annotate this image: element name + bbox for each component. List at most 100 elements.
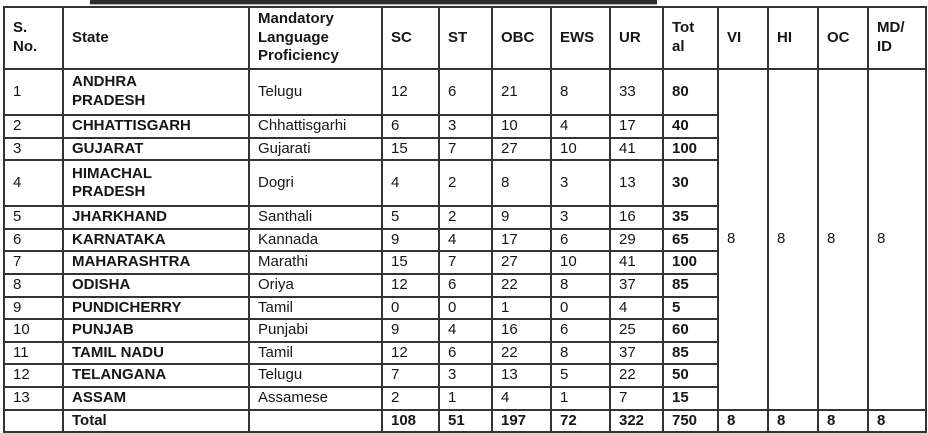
cell-ur: 33 xyxy=(609,68,664,116)
cell-language: Dogri xyxy=(248,159,383,208)
cell-language-empty xyxy=(248,408,383,433)
cell-ews: 6 xyxy=(550,227,611,253)
cell-sc: 15 xyxy=(381,250,440,275)
cell-obc: 27 xyxy=(491,250,552,275)
cell-ews: 3 xyxy=(550,159,611,208)
cell-state: PUNDICHERRY xyxy=(62,295,250,321)
cell-ews: 8 xyxy=(550,68,611,116)
cell-sno: 8 xyxy=(3,272,64,298)
cell-st: 6 xyxy=(438,340,493,366)
cell-st: 6 xyxy=(438,68,493,116)
cell-total: 85 xyxy=(662,340,719,366)
cell-obc: 9 xyxy=(491,205,552,230)
cell-total: 15 xyxy=(662,385,719,411)
cell-total: 85 xyxy=(662,272,719,298)
cell-sno-empty xyxy=(3,408,64,433)
cell-mdid-merged: 8 xyxy=(867,68,927,411)
cell-total: 5 xyxy=(662,295,719,321)
cell-ews: 10 xyxy=(550,250,611,275)
cell-state: KARNATAKA xyxy=(62,227,250,253)
cell-sno: 12 xyxy=(3,363,64,388)
cell-hi-merged: 8 xyxy=(767,68,819,411)
cell-obc: 22 xyxy=(491,340,552,366)
cell-ews: 3 xyxy=(550,205,611,230)
cell-sno: 11 xyxy=(3,340,64,366)
cell-st: 4 xyxy=(438,318,493,343)
cell-st: 6 xyxy=(438,272,493,298)
cell-language: Chhattisgarhi xyxy=(248,114,383,139)
col-header-sno: S. No. xyxy=(3,6,64,70)
cell-ews: 4 xyxy=(550,114,611,139)
cell-total: 60 xyxy=(662,318,719,343)
table-row: 6 KARNATAKA Kannada 9 4 17 6 29 65 xyxy=(3,227,926,253)
cell-total-mdid: 8 xyxy=(867,408,927,433)
cell-obc: 1 xyxy=(491,295,552,321)
cell-language: Kannada xyxy=(248,227,383,253)
cell-ur: 22 xyxy=(609,363,664,388)
cell-sc: 5 xyxy=(381,205,440,230)
cell-total-hi: 8 xyxy=(767,408,819,433)
table-header-row: S. No. State Mandatory Language Proficie… xyxy=(3,6,927,70)
col-header-state: State xyxy=(62,6,250,70)
col-header-mdid: MD/ ID xyxy=(867,6,927,70)
cell-state: TAMIL NADU xyxy=(62,340,250,366)
cell-sc: 15 xyxy=(381,136,440,162)
cell-st: 0 xyxy=(438,295,493,321)
cell-total-oc: 8 xyxy=(817,408,869,433)
cell-language: Assamese xyxy=(248,385,383,411)
cell-ur: 13 xyxy=(609,159,664,208)
cell-state: TELANGANA xyxy=(62,363,250,388)
cell-sno: 9 xyxy=(3,295,64,321)
cell-sno: 5 xyxy=(3,205,64,230)
cell-total: 40 xyxy=(662,114,719,139)
cell-state: HIMACHAL PRADESH xyxy=(62,159,250,208)
cell-total-ur: 322 xyxy=(609,408,664,433)
cell-state: MAHARASHTRA xyxy=(62,250,250,275)
cell-obc: 4 xyxy=(491,385,552,411)
table-row: 10 PUNJAB Punjabi 9 4 16 6 25 60 xyxy=(3,318,926,343)
table-row: 13 ASSAM Assamese 2 1 4 1 7 15 xyxy=(3,385,926,411)
cell-ews: 10 xyxy=(550,136,611,162)
cell-ur: 41 xyxy=(609,136,664,162)
cell-sno: 2 xyxy=(3,114,64,139)
cell-ur: 37 xyxy=(609,272,664,298)
cell-language: Tamil xyxy=(248,295,383,321)
cell-st: 2 xyxy=(438,205,493,230)
cell-ur: 25 xyxy=(609,318,664,343)
cell-obc: 10 xyxy=(491,114,552,139)
cell-st: 7 xyxy=(438,136,493,162)
cell-total-vi: 8 xyxy=(717,408,769,433)
cell-obc: 21 xyxy=(491,68,552,116)
cell-ews: 1 xyxy=(550,385,611,411)
table-row: 2 CHHATTISGARH Chhattisgarhi 6 3 10 4 17… xyxy=(3,114,926,139)
cropped-heading-rule xyxy=(90,0,657,4)
cell-obc: 27 xyxy=(491,136,552,162)
cell-total: 100 xyxy=(662,250,719,275)
cell-ur: 29 xyxy=(609,227,664,253)
col-header-ur: UR xyxy=(609,6,664,70)
cell-st: 2 xyxy=(438,159,493,208)
cell-sno: 3 xyxy=(3,136,64,162)
cell-st: 3 xyxy=(438,114,493,139)
cell-language: Santhali xyxy=(248,205,383,230)
cell-ews: 8 xyxy=(550,340,611,366)
cell-ur: 7 xyxy=(609,385,664,411)
cell-obc: 16 xyxy=(491,318,552,343)
cell-total-obc: 197 xyxy=(491,408,552,433)
cell-ur: 17 xyxy=(609,114,664,139)
cell-st: 1 xyxy=(438,385,493,411)
cell-sc: 12 xyxy=(381,272,440,298)
cell-ews: 5 xyxy=(550,363,611,388)
cell-obc: 17 xyxy=(491,227,552,253)
cell-total: 30 xyxy=(662,159,719,208)
cell-st: 7 xyxy=(438,250,493,275)
cell-oc-merged: 8 xyxy=(817,68,869,411)
cell-language: Gujarati xyxy=(248,136,383,162)
cell-sc: 4 xyxy=(381,159,440,208)
cell-total-sc: 108 xyxy=(381,408,440,433)
cell-st: 3 xyxy=(438,363,493,388)
cell-state: GUJARAT xyxy=(62,136,250,162)
cell-st: 4 xyxy=(438,227,493,253)
cell-total: 35 xyxy=(662,205,719,230)
cell-sno: 10 xyxy=(3,318,64,343)
